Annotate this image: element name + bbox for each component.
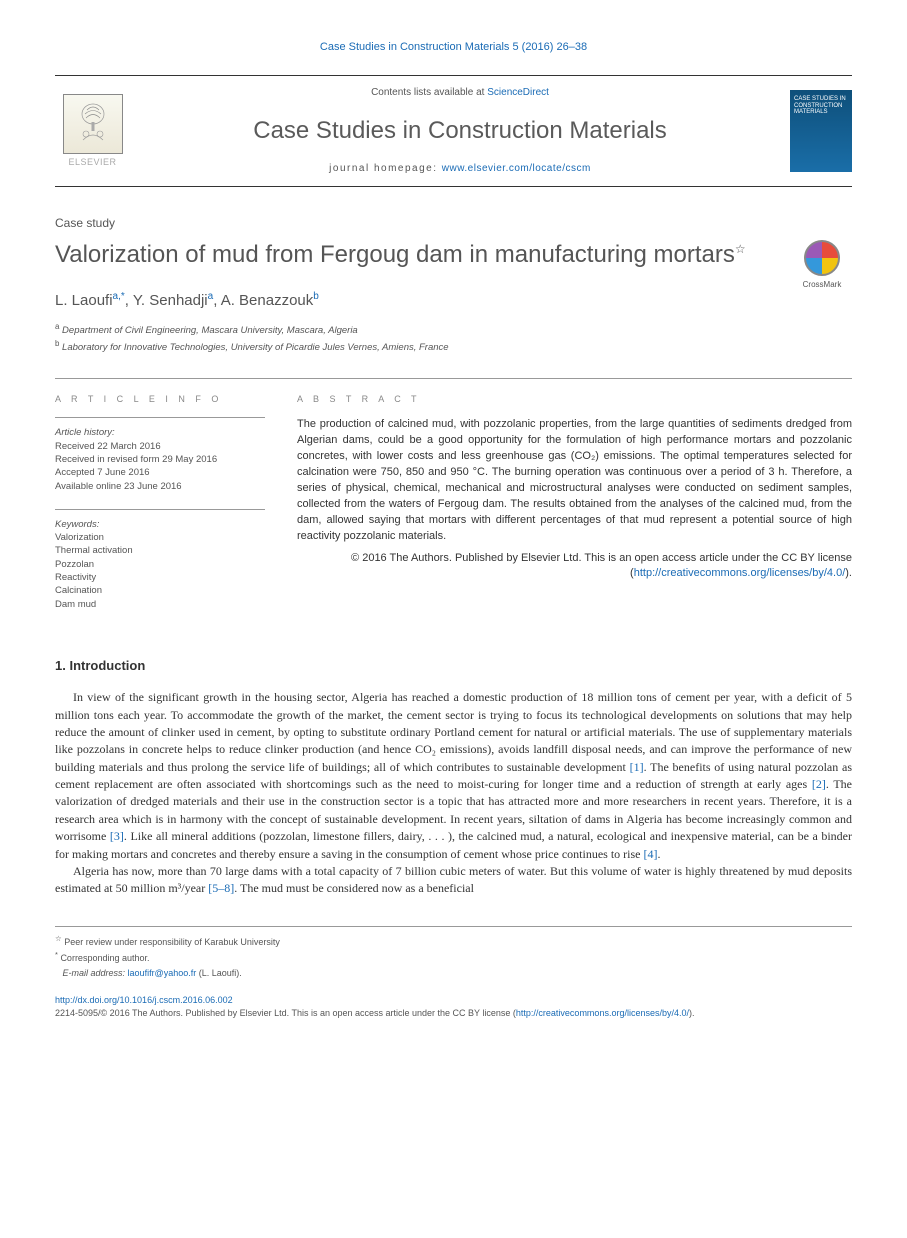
doi-link[interactable]: http://dx.doi.org/10.1016/j.cscm.2016.06… [55, 995, 233, 1005]
authors-list: L. Laoufia,*, Y. Senhadjia, A. Benazzouk… [55, 290, 852, 311]
abstract-heading: A B S T R A C T [297, 393, 852, 406]
crossmark-badge[interactable]: CrossMark [792, 240, 852, 290]
p1-e: . [658, 847, 661, 861]
abstract-text: The production of calcined mud, with poz… [297, 417, 852, 545]
keyword-item: Dam mud [55, 598, 265, 611]
introduction-heading: 1. Introduction [55, 657, 852, 675]
affiliation-a-text: Department of Civil Engineering, Mascara… [62, 325, 358, 336]
ref-link-3[interactable]: [3] [110, 829, 124, 843]
corresponding-author-note: * Corresponding author. [55, 949, 852, 965]
elsevier-tree-icon [63, 94, 123, 154]
article-type: Case study [55, 215, 852, 232]
divider [55, 417, 265, 418]
peer-text: Peer review under responsibility of Kara… [64, 937, 280, 947]
email-name: (L. Laoufi). [196, 968, 242, 978]
ref-link-4[interactable]: [4] [644, 847, 658, 861]
article-info-heading: A R T I C L E I N F O [55, 393, 265, 406]
p2-b: . The mud must be considered now as a be… [234, 881, 474, 895]
keyword-item: Valorization [55, 531, 265, 544]
issn-a: 2214-5095/© 2016 The Authors. Published … [55, 1008, 516, 1018]
cc-link-bottom[interactable]: http://creativecommons.org/licenses/by/4… [516, 1008, 689, 1018]
title-text: Valorization of mud from Fergoug dam in … [55, 241, 735, 268]
email-note: E-mail address: laoufifr@yahoo.fr (L. La… [55, 966, 852, 980]
keywords-section: Keywords: ValorizationThermal activation… [55, 518, 265, 611]
revised-date: Received in revised form 29 May 2016 [55, 453, 265, 466]
ref-link-2[interactable]: [2] [812, 777, 826, 791]
citation-header: Case Studies in Construction Materials 5… [55, 40, 852, 55]
keyword-item: Calcination [55, 584, 265, 597]
corr-text: Corresponding author. [60, 953, 149, 963]
journal-name: Case Studies in Construction Materials [145, 114, 775, 148]
available-date: Available online 23 June 2016 [55, 480, 265, 493]
elsevier-logo: ELSEVIER [55, 94, 130, 169]
keywords-label: Keywords: [55, 518, 265, 531]
introduction-body: In view of the significant growth in the… [55, 689, 852, 898]
history-label: Article history: [55, 426, 265, 439]
divider [55, 509, 265, 510]
footnote-star-icon: ☆ [735, 242, 746, 256]
ref-link-1[interactable]: [1] [630, 760, 644, 774]
article-info-column: A R T I C L E I N F O Article history: R… [55, 393, 265, 627]
email-label: E-mail address: [63, 968, 128, 978]
elsevier-label: ELSEVIER [68, 156, 116, 169]
homepage-prefix: journal homepage: [329, 163, 442, 174]
cover-title-text: CASE STUDIES IN CONSTRUCTION MATERIALS [794, 96, 848, 116]
intro-paragraph-2: Algeria has now, more than 70 large dams… [55, 863, 852, 898]
peer-review-note: ☆ Peer review under responsibility of Ka… [55, 933, 852, 949]
homepage-link[interactable]: www.elsevier.com/locate/cscm [442, 163, 591, 174]
affiliations: a Department of Civil Engineering, Masca… [55, 321, 852, 356]
affiliation-a: a Department of Civil Engineering, Masca… [55, 321, 852, 338]
article-history: Article history: Received 22 March 2016 … [55, 426, 265, 492]
accepted-date: Accepted 7 June 2016 [55, 466, 265, 479]
article-title: Valorization of mud from Fergoug dam in … [55, 240, 772, 270]
affiliation-b: b Laboratory for Innovative Technologies… [55, 338, 852, 355]
journal-header: ELSEVIER Contents lists available at Sci… [55, 75, 852, 187]
keyword-item: Reactivity [55, 571, 265, 584]
affiliation-b-text: Laboratory for Innovative Technologies, … [62, 343, 449, 354]
copyright-text: © 2016 The Authors. Published by Elsevie… [297, 551, 852, 582]
contents-prefix: Contents lists available at [371, 87, 487, 98]
bottom-block: http://dx.doi.org/10.1016/j.cscm.2016.06… [55, 994, 852, 1021]
cc-license-link[interactable]: http://creativecommons.org/licenses/by/4… [634, 567, 846, 579]
copyright-close: ). [845, 567, 852, 579]
keyword-item: Pozzolan [55, 558, 265, 571]
crossmark-icon [804, 240, 840, 276]
keywords-list: ValorizationThermal activationPozzolanRe… [55, 531, 265, 611]
intro-paragraph-1: In view of the significant growth in the… [55, 689, 852, 863]
email-link[interactable]: laoufifr@yahoo.fr [128, 968, 197, 978]
issn-copyright-line: 2214-5095/© 2016 The Authors. Published … [55, 1007, 852, 1021]
ref-link-5-8[interactable]: [5–8] [208, 881, 234, 895]
footnotes: ☆ Peer review under responsibility of Ka… [55, 926, 852, 980]
issn-b: ). [689, 1008, 695, 1018]
crossmark-label: CrossMark [803, 279, 842, 290]
sciencedirect-link[interactable]: ScienceDirect [487, 87, 549, 98]
p1-d: . Like all mineral additions (pozzolan, … [55, 829, 852, 860]
abstract-column: A B S T R A C T The production of calcin… [297, 393, 852, 627]
journal-cover-thumbnail: CASE STUDIES IN CONSTRUCTION MATERIALS [790, 90, 852, 172]
received-date: Received 22 March 2016 [55, 440, 265, 453]
doi-line: http://dx.doi.org/10.1016/j.cscm.2016.06… [55, 994, 852, 1008]
contents-available: Contents lists available at ScienceDirec… [145, 86, 775, 100]
journal-homepage: journal homepage: www.elsevier.com/locat… [145, 162, 775, 176]
keyword-item: Thermal activation [55, 544, 265, 557]
